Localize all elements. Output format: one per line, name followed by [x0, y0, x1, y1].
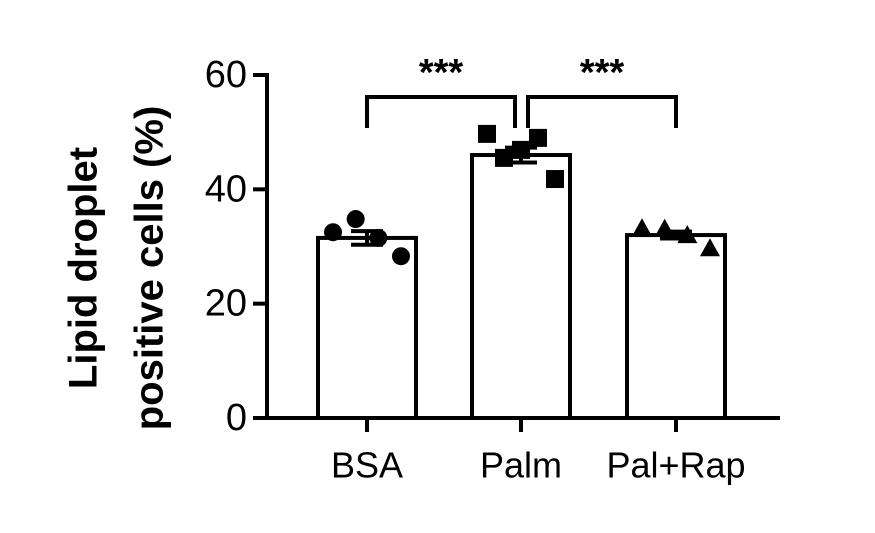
significance-bracket	[365, 95, 517, 128]
data-point	[529, 128, 547, 147]
y-tick-label: 20	[205, 283, 247, 325]
y-tick-label: 40	[205, 168, 247, 210]
error-bar	[505, 145, 537, 165]
error-bar	[660, 229, 692, 241]
y-tick-label: 0	[226, 397, 247, 439]
error-bar	[351, 229, 383, 247]
significance-label: ***	[419, 52, 464, 94]
y-axis-label: Lipid droplet positive cells (%)	[62, 106, 172, 431]
x-tick-label: Palm	[480, 445, 562, 486]
data-point	[546, 170, 564, 189]
data-point	[700, 238, 720, 257]
bar	[470, 153, 572, 421]
significance-bracket	[526, 95, 678, 128]
data-point	[324, 223, 342, 242]
data-point	[654, 218, 675, 237]
significance-label: ***	[580, 52, 625, 94]
y-axis-label-line: positive cells (%)	[128, 106, 172, 431]
data-point	[346, 210, 365, 229]
x-tick-label: BSA	[331, 445, 403, 486]
x-tick-label: Pal+Rap	[606, 445, 745, 486]
y-tick-label: 60	[205, 54, 247, 96]
data-point	[392, 247, 410, 266]
data-point	[369, 228, 388, 247]
bar	[316, 235, 418, 420]
y-axis-label-line: Lipid droplet	[62, 147, 106, 389]
bar	[625, 233, 727, 420]
data-point	[632, 218, 652, 237]
data-point	[478, 124, 496, 143]
